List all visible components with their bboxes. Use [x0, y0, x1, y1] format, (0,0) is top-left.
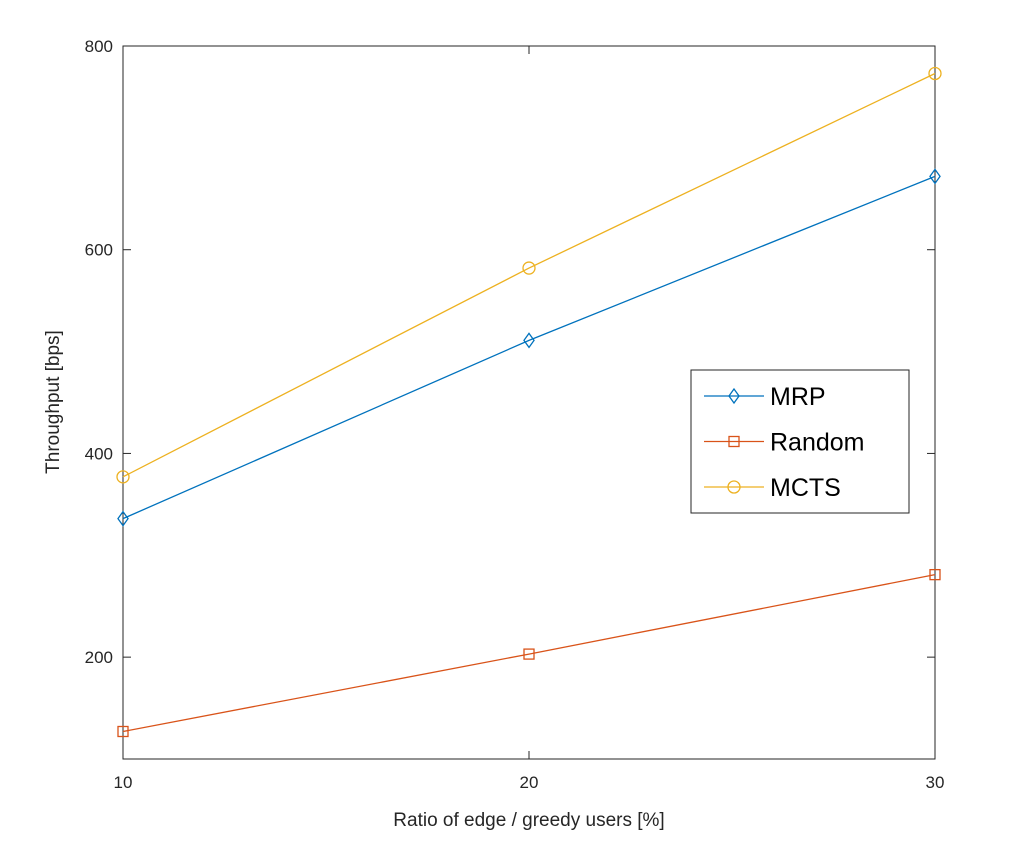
series-line-mrp — [122, 175, 936, 520]
data-point-mcts — [116, 470, 130, 484]
series-layer — [116, 66, 942, 738]
series-line-random — [122, 574, 936, 733]
series-mrp — [117, 168, 941, 527]
y-tick-label: 200 — [85, 648, 113, 667]
legend-label-random: Random — [770, 429, 865, 457]
data-point-mrp — [117, 510, 129, 527]
x-axis-label: Ratio of edge / greedy users [%] — [393, 810, 664, 831]
legend-marker-random — [728, 435, 740, 448]
data-point-mcts — [522, 261, 536, 275]
y-tick-label: 800 — [85, 37, 113, 56]
legend-entries: MRP Random MCTS — [704, 383, 865, 502]
data-point-mrp — [929, 168, 941, 185]
legend: MRP Random MCTS — [690, 369, 910, 514]
legend-entry-random: Random — [704, 429, 865, 457]
series-random — [117, 568, 941, 738]
x-tick-label: 10 — [114, 773, 133, 792]
y-axis: 200 400 600 800 — [85, 37, 935, 667]
y-tick-label: 400 — [85, 444, 113, 463]
legend-marker-mcts — [727, 480, 741, 494]
x-tick-label: 30 — [926, 773, 945, 792]
legend-label-mcts: MCTS — [770, 474, 841, 502]
legend-entry-mcts: MCTS — [704, 474, 841, 502]
series-mcts — [116, 66, 942, 484]
legend-marker-mrp — [728, 387, 740, 405]
y-tick-label: 600 — [85, 241, 113, 260]
x-axis: 10 20 30 — [114, 46, 945, 792]
x-tick-label: 20 — [520, 773, 539, 792]
data-point-random — [929, 568, 941, 581]
data-point-mrp — [523, 332, 535, 349]
y-axis-label: Throughput [bps] — [43, 330, 64, 474]
data-point-random — [117, 725, 129, 738]
data-point-random — [523, 648, 535, 660]
series-line-mcts — [122, 72, 936, 478]
data-point-mcts — [928, 66, 942, 81]
legend-entry-mrp: MRP — [704, 383, 826, 411]
legend-label-mrp: MRP — [770, 383, 826, 411]
